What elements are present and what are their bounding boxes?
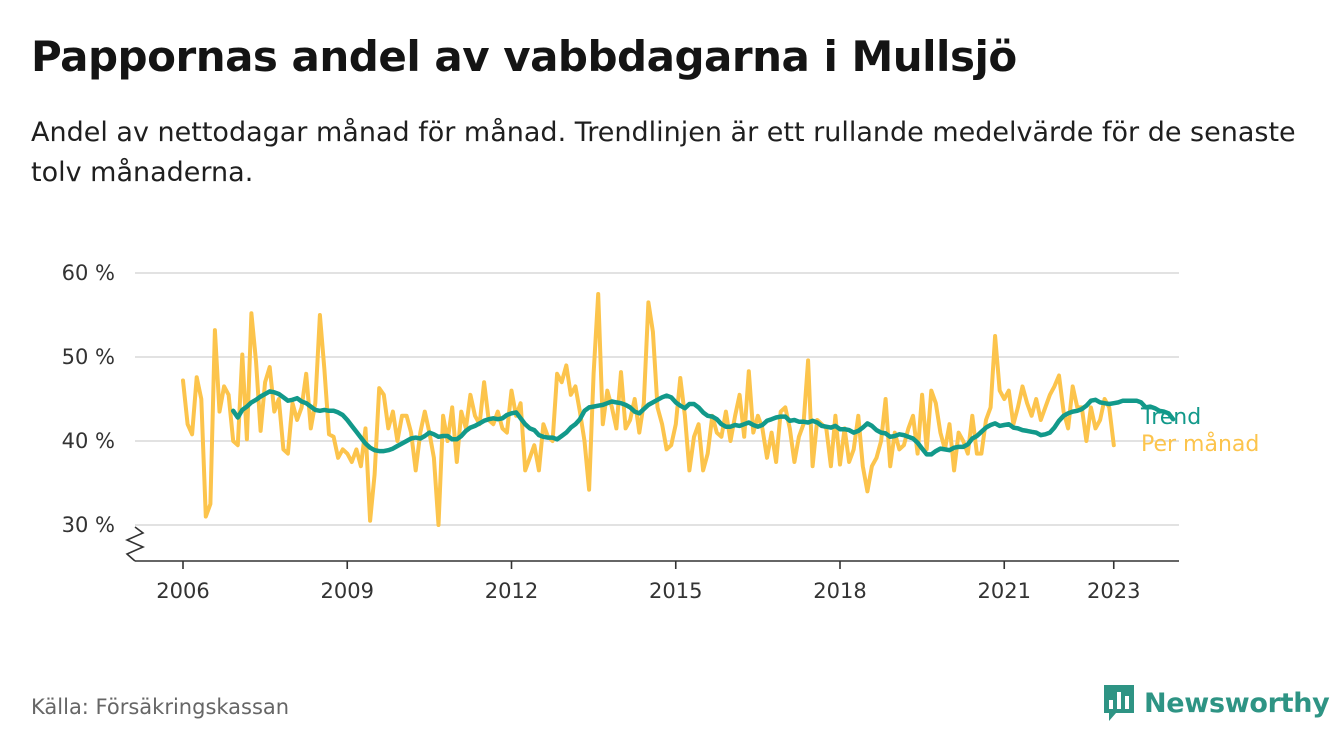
x-tick-label: 2006 xyxy=(156,579,209,603)
brand-name: Newsworthy xyxy=(1144,687,1330,719)
axis-break-icon xyxy=(125,526,145,562)
x-tick-label: 2018 xyxy=(813,579,866,603)
x-tick-label: 2015 xyxy=(649,579,702,603)
x-axis-ticks: 2006 2009 2012 2015 2018 2021 2023 xyxy=(156,561,1140,603)
y-tick-label: 60 % xyxy=(62,261,115,285)
y-axis-ticks: 30 % 40 % 50 % 60 % xyxy=(62,261,115,537)
series-line-trend xyxy=(230,389,1176,457)
bar-chart-icon xyxy=(1104,685,1134,721)
series-label-per-manad: Per månad xyxy=(1141,431,1259,457)
chart-subtitle: Andel av nettodagar månad för månad. Tre… xyxy=(31,117,1296,188)
y-tick-label: 40 % xyxy=(62,429,115,453)
y-tick-label: 30 % xyxy=(62,513,115,537)
x-tick-label: 2023 xyxy=(1087,579,1140,603)
source-note: Källa: Försäkringskassan xyxy=(31,695,290,719)
y-tick-label: 50 % xyxy=(62,345,115,369)
x-tick-label: 2012 xyxy=(485,579,538,603)
x-tick-label: 2021 xyxy=(978,579,1031,603)
brand-logo: Newsworthy xyxy=(1102,683,1330,723)
series-line-per-manad xyxy=(181,292,1116,527)
series-label-trend: Trend xyxy=(1140,405,1201,430)
chart-title: Pappornas andel av vabbdagarna i Mullsjö xyxy=(31,32,1017,81)
gridlines xyxy=(135,272,1179,526)
x-tick-label: 2009 xyxy=(321,579,374,603)
